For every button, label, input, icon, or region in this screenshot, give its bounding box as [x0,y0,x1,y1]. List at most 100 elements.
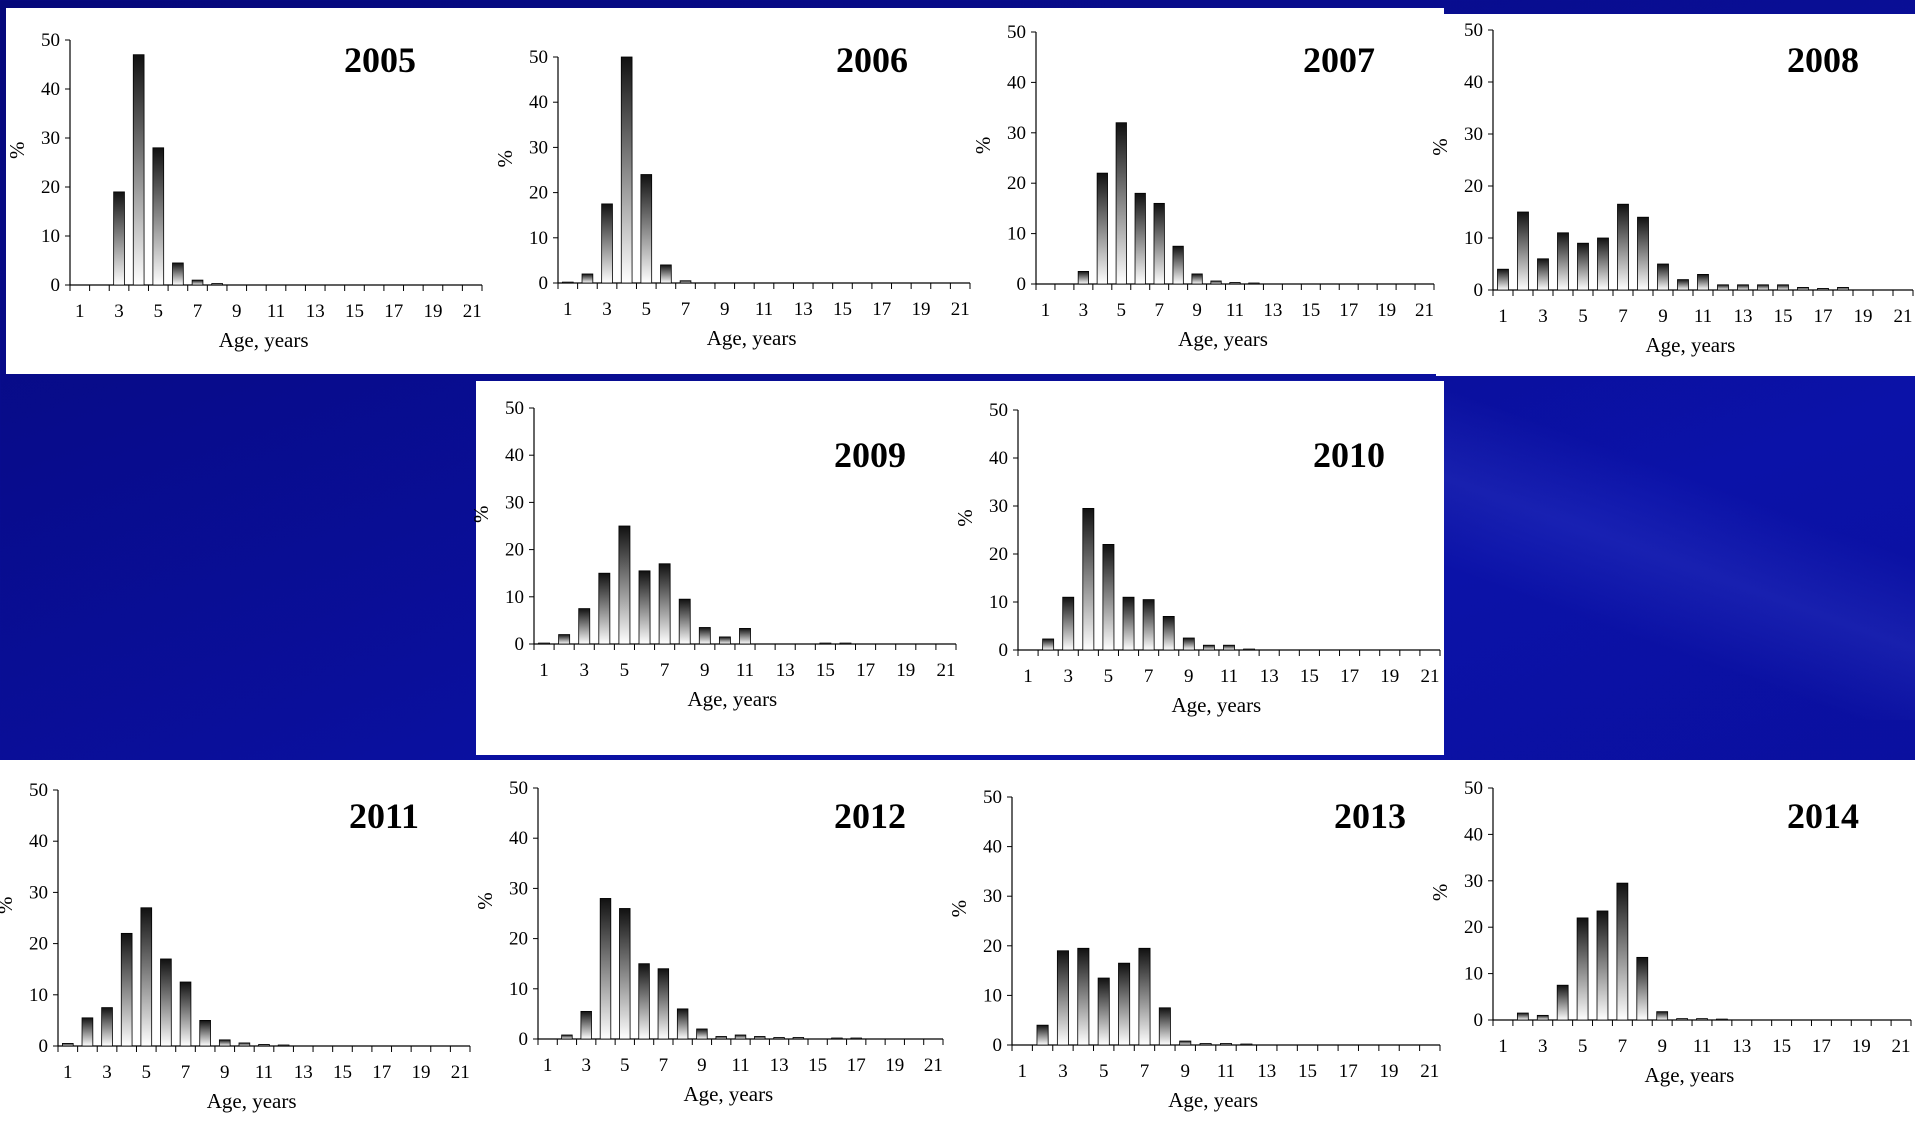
x-tick-label: 3 [1538,306,1548,327]
bar-age-3 [101,1007,113,1047]
y-tick-label: 0 [1474,1010,1484,1031]
x-tick-label: 3 [581,1055,591,1076]
bar-age-10 [1677,279,1689,291]
bar-age-16 [831,1037,843,1040]
x-tick-label: 1 [543,1055,553,1076]
x-tick-label: 11 [736,660,754,681]
y-tick-label: 10 [41,226,60,247]
x-tick-label: 19 [896,660,915,681]
x-tick-label: 7 [1140,1061,1150,1082]
year-label: 2012 [834,796,906,836]
y-tick-label: 0 [39,1036,49,1057]
y-tick-label: 30 [989,496,1008,517]
y-tick-label: 30 [983,886,1002,907]
bar-age-6 [1597,237,1609,291]
bar-age-8 [1158,1007,1171,1046]
x-tick-label: 13 [306,301,325,322]
bar-age-7 [658,563,671,645]
y-tick-label: 40 [983,837,1002,858]
x-tick-label: 21 [924,1055,943,1076]
x-tick-label: 13 [794,299,813,320]
y-tick-label: 0 [51,275,61,296]
y-tick-label: 0 [1017,274,1027,295]
y-tick-label: 40 [529,92,548,113]
bar-age-10 [718,636,731,645]
bar-age-2 [561,1034,573,1040]
bar-age-3 [1062,596,1075,651]
x-tick-label: 13 [1260,666,1279,687]
y-tick-label: 40 [1464,824,1483,845]
x-axis-title: Age, years [683,1082,773,1106]
bar-age-3 [580,1010,592,1040]
x-axis-title: Age, years [207,1089,297,1113]
y-tick-label: 10 [529,228,548,249]
x-tick-label: 19 [423,301,442,322]
y-tick-label: 0 [539,273,549,294]
x-tick-label: 9 [720,299,730,320]
bar-age-12 [1240,1043,1253,1046]
y-tick-label: 50 [529,47,548,68]
x-axis-title: Age, years [707,326,797,350]
bar-age-5 [1115,122,1127,285]
x-axis-title: Age, years [1168,1088,1258,1112]
bar-age-7 [657,968,670,1040]
x-tick-label: 19 [1377,300,1396,321]
bar-age-11 [1223,644,1235,651]
bar-age-15 [819,642,832,645]
y-tick-label: 20 [1464,176,1483,197]
x-tick-label: 1 [1498,306,1508,327]
y-tick-label: 30 [1464,124,1483,145]
bar-age-6 [1122,596,1135,651]
y-tick-label: 20 [505,540,524,561]
y-tick-label: 40 [989,448,1008,469]
x-tick-label: 9 [1184,666,1194,687]
x-tick-label: 11 [255,1062,273,1083]
y-tick-label: 10 [1007,224,1026,245]
y-tick-label: 50 [1464,778,1483,799]
x-tick-label: 11 [1693,1036,1711,1057]
bar-age-9 [698,627,711,645]
x-tick-label: 21 [1420,1061,1439,1082]
bar-age-16 [839,642,852,645]
bar-age-1 [562,281,574,284]
x-tick-label: 17 [384,301,403,322]
bar-age-1 [538,642,550,645]
x-tick-label: 17 [872,299,891,320]
year-label: 2014 [1787,796,1859,836]
x-tick-label: 9 [1180,1061,1190,1082]
x-tick-label: 13 [294,1062,313,1083]
x-tick-label: 21 [951,299,970,320]
y-axis-title: % [469,505,493,523]
year-label: 2006 [836,40,908,80]
x-tick-label: 1 [1498,1036,1508,1057]
bar-age-8 [1637,216,1649,291]
y-tick-label: 10 [29,985,48,1006]
x-tick-label: 13 [776,660,795,681]
bar-age-2 [1517,211,1529,291]
x-tick-label: 5 [1578,306,1588,327]
y-axis-title: % [953,509,977,527]
y-tick-label: 30 [41,128,60,149]
bar-age-6 [638,570,651,645]
bar-age-5 [1097,977,1110,1046]
x-tick-label: 3 [114,301,124,322]
x-tick-label: 21 [1894,306,1913,327]
bar-age-12 [1716,1018,1728,1021]
bar-age-5 [640,174,653,284]
y-tick-label: 0 [519,1029,529,1050]
bar-age-7 [191,279,204,286]
bar-age-14 [1757,284,1769,291]
x-tick-label: 17 [847,1055,866,1076]
x-tick-label: 11 [755,299,773,320]
bar-age-4 [620,56,633,284]
bar-age-4 [120,932,133,1047]
y-tick-label: 20 [1464,917,1483,938]
bar-age-6 [172,262,184,286]
y-axis-title: % [493,150,517,168]
bar-age-11 [1229,282,1241,285]
x-axis-title: Age, years [687,687,777,711]
bar-age-2 [81,1017,94,1047]
